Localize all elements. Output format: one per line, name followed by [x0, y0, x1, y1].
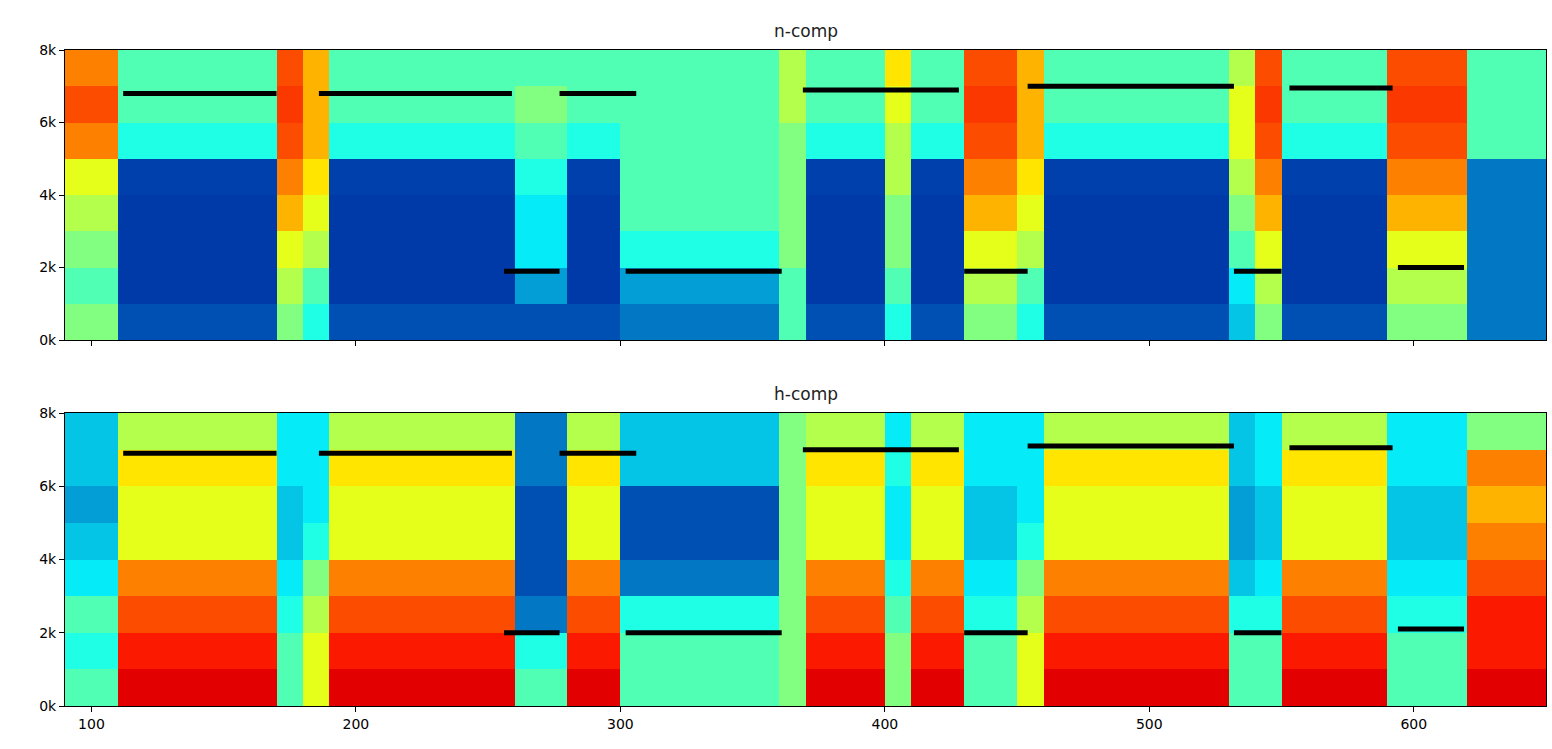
- svg-text:0k: 0k: [39, 332, 57, 348]
- svg-text:200: 200: [343, 716, 370, 732]
- svg-text:0k: 0k: [39, 698, 57, 714]
- svg-text:6k: 6k: [39, 478, 57, 494]
- svg-text:300: 300: [607, 716, 634, 732]
- svg-text:100: 100: [78, 716, 105, 732]
- svg-text:4k: 4k: [39, 187, 57, 203]
- svg-text:8k: 8k: [39, 42, 57, 58]
- svg-text:8k: 8k: [39, 405, 57, 421]
- svg-text:6k: 6k: [39, 114, 57, 130]
- svg-text:4k: 4k: [39, 551, 57, 567]
- svg-text:n-comp: n-comp: [774, 21, 838, 41]
- svg-text:2k: 2k: [39, 625, 57, 641]
- svg-text:400: 400: [871, 716, 898, 732]
- svg-text:h-comp: h-comp: [774, 384, 838, 404]
- svg-text:500: 500: [1136, 716, 1163, 732]
- svg-text:600: 600: [1400, 716, 1427, 732]
- svg-text:2k: 2k: [39, 259, 57, 275]
